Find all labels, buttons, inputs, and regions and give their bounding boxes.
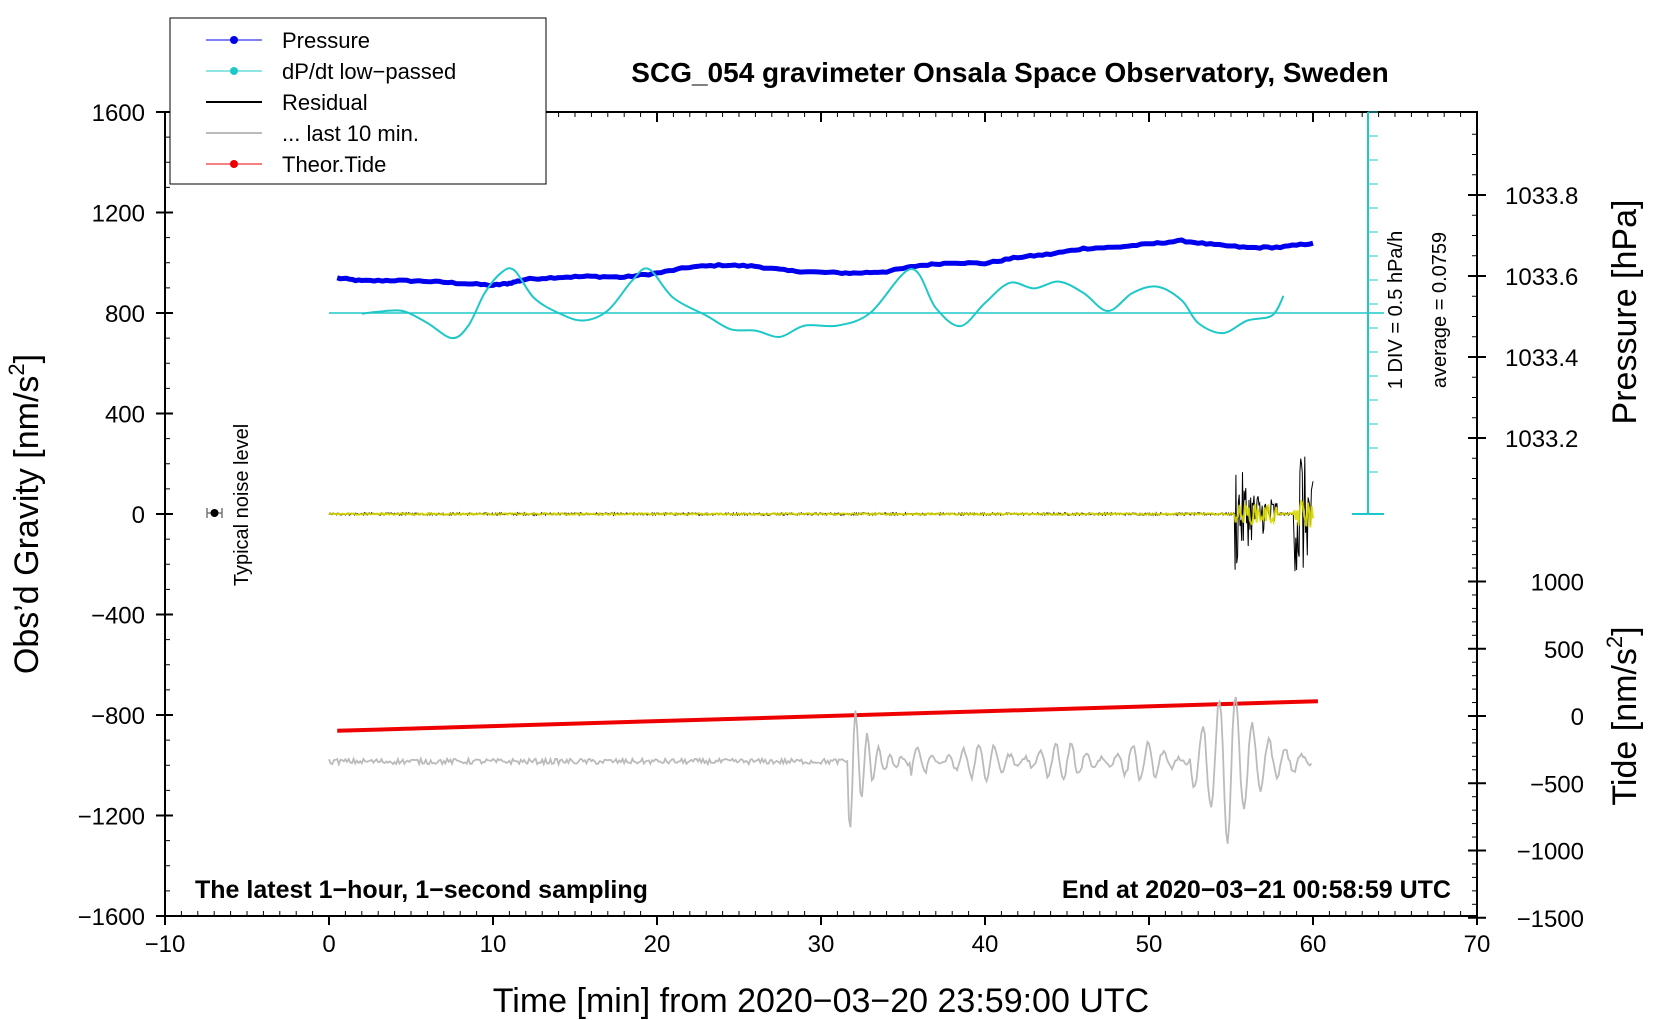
x-tick-label: 10 <box>480 931 507 958</box>
x-tick-label: −10 <box>145 931 186 958</box>
legend-item-residual: Residual <box>206 90 368 115</box>
legend-label-last-10-min: ... last 10 min. <box>282 121 419 146</box>
tide-tick-label: 0 <box>1571 704 1584 731</box>
minor-ticks <box>165 112 1462 916</box>
pressure-axis-ticks: 1033.8 1033.6 1033.4 1033.2 <box>1468 133 1578 520</box>
pressure-tick-label: 1033.6 <box>1505 264 1578 291</box>
end-time-note: End at 2020−03−21 00:58:59 UTC <box>1062 876 1451 904</box>
legend-item-last-10-min: ... last 10 min. <box>206 121 419 146</box>
div-scale-label: 1 DIV = 0.5 hPa/h <box>1385 231 1407 389</box>
y-tick-label: 0 <box>132 502 145 529</box>
tide-axis-ticks: 1000 500 0 −500 −1000 −1500 <box>1468 527 1584 933</box>
chart-title: SCG_054 gravimeter Onsala Space Observat… <box>631 57 1388 88</box>
tide-series-line <box>337 699 1318 733</box>
y-axis-title-tide: Tide [nm/s2] <box>1602 626 1644 805</box>
x-tick-label: 60 <box>1300 931 1327 958</box>
pressure-tick-label: 1033.2 <box>1505 426 1578 453</box>
y-axis-title-tide-main: Tide [nm/s <box>1606 648 1644 805</box>
y-axis-title-left: Obs’d Gravity [nm/s2] <box>4 354 46 674</box>
y-tick-label: 800 <box>105 301 145 328</box>
tide-tick-label: 500 <box>1544 637 1584 664</box>
y-tick-label: 400 <box>105 402 145 429</box>
y-axis-ticks: 1600 1200 800 400 0 −400 −800 −1200 −1600 <box>78 100 173 931</box>
residual-filtered-overlay <box>328 500 1314 528</box>
x-axis-ticks: −10 0 10 20 30 40 50 60 70 <box>145 112 1491 958</box>
tide-tick-label: −1000 <box>1517 839 1584 866</box>
x-tick-label: 40 <box>972 931 999 958</box>
y-axis-title-tide-sup: 2 <box>1602 636 1627 648</box>
tide-tick-label: −1500 <box>1517 906 1584 933</box>
legend-label-residual: Residual <box>282 90 368 115</box>
y-axis-title-left-end: ] <box>8 354 46 363</box>
last-10-min-series-line <box>328 696 1313 844</box>
x-axis-title: Time [min] from 2020−03−20 23:59:00 UTC <box>493 982 1149 1020</box>
average-label: average = 0.0759 <box>1429 232 1451 388</box>
pressure-tick-label: 1033.4 <box>1505 345 1578 372</box>
y-tick-label: −800 <box>91 703 145 730</box>
dpdt-series-line <box>361 267 1285 340</box>
x-tick-label: 70 <box>1464 931 1491 958</box>
legend-label-pressure: Pressure <box>282 28 370 53</box>
y-tick-label: −1200 <box>78 804 145 831</box>
tide-tick-label: 1000 <box>1531 570 1584 597</box>
sampling-note: The latest 1−hour, 1−second sampling <box>195 876 648 904</box>
data-series <box>328 237 1384 844</box>
y-axis-title-left-sup: 2 <box>4 363 29 375</box>
legend: Pressure dP/dt low−passed Residual ... l… <box>169 17 547 185</box>
tide-tick-label: −500 <box>1530 771 1584 798</box>
legend-item-theor-tide: Theor.Tide <box>206 152 386 177</box>
legend-label-dpdt: dP/dt low−passed <box>282 59 456 84</box>
pressure-tick-label: 1033.8 <box>1505 183 1578 210</box>
noise-level-marker <box>206 508 223 518</box>
y-axis-title-pressure: Pressure [hPa] <box>1606 200 1644 425</box>
legend-item-dpdt: dP/dt low−passed <box>206 59 456 84</box>
legend-label-theor-tide: Theor.Tide <box>282 152 386 177</box>
noise-level-label: Typical noise level <box>231 424 253 586</box>
x-tick-label: 50 <box>1136 931 1163 958</box>
x-tick-label: 0 <box>322 931 335 958</box>
x-tick-label: 30 <box>808 931 835 958</box>
y-tick-label: −400 <box>91 603 145 630</box>
y-tick-label: −1600 <box>78 904 145 931</box>
legend-item-pressure: Pressure <box>206 28 370 53</box>
y-tick-label: 1200 <box>92 201 145 228</box>
y-axis-title-tide-end: ] <box>1606 626 1644 635</box>
pressure-series-line <box>336 237 1314 288</box>
x-tick-label: 20 <box>644 931 671 958</box>
y-tick-label: 1600 <box>92 100 145 127</box>
y-axis-title-left-main: Obs’d Gravity [nm/s <box>8 376 46 675</box>
